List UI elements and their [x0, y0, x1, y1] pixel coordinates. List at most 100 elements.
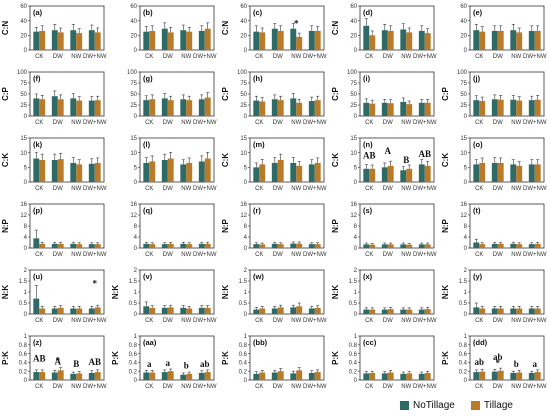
- panel-g-tag: (g): [143, 74, 153, 83]
- panel-n-ytick-label: 5: [354, 166, 358, 172]
- panel-h-ytick-label: 25: [240, 103, 247, 109]
- panel-bb-xtick-label: NW: [291, 384, 301, 390]
- panel-n-xtick-label: DW: [383, 186, 393, 192]
- panel-h-bar-tillage-2: [296, 102, 303, 116]
- panel-d-bar-tillage-1: [387, 30, 394, 50]
- legend-swatch-tillage: [470, 401, 480, 410]
- panel-cc-xtick-label: NW: [401, 384, 411, 390]
- panel-bb-bar-notillage-2: [290, 373, 297, 380]
- panel-d-ytick-label: 40: [350, 19, 357, 25]
- panel-h-ytick-label: 75: [240, 81, 247, 87]
- panel-aa-annotation: b: [184, 361, 189, 371]
- panel-w-xtick-label: CK: [255, 318, 263, 324]
- panel-d-xtick-label: CK: [365, 54, 373, 60]
- panel-aa-bar-tillage-3: [204, 372, 211, 380]
- panel-c-bar-tillage-0: [259, 32, 266, 50]
- panel-s-bar-tillage-3: [424, 244, 431, 248]
- panel-u-xtick-label: NW: [71, 318, 81, 324]
- panel-t-xtick-label: NW: [511, 252, 521, 258]
- panel-a-bar-tillage-1: [57, 32, 64, 50]
- panel-i-ytick-label: 50: [350, 92, 357, 98]
- panel-y-bar-notillage-1: [491, 308, 498, 314]
- panel-aa-bar-notillage-2: [180, 374, 187, 380]
- panel-k-ytick-label: 5: [24, 166, 28, 172]
- panel-r-bar-tillage-2: [296, 243, 303, 248]
- panel-a-bar-notillage-3: [88, 30, 95, 50]
- panel-s-xtick-label: NW: [401, 252, 411, 258]
- panel-x-ytick-label: 1: [354, 290, 358, 296]
- panel-m-ytick-label: 10: [240, 151, 247, 157]
- panel-cc-xtick-label: DW+NW: [413, 384, 437, 390]
- panel-bb-xtick-label: CK: [255, 384, 263, 390]
- panel-v-xtick-label: DW: [163, 318, 173, 324]
- panel-b-bar-notillage-0: [143, 31, 150, 50]
- panel-aa-tag: (aa): [143, 338, 157, 347]
- panel-b-xtick-label: DW+NW: [193, 54, 217, 60]
- panel-q-bar-tillage-2: [186, 244, 193, 248]
- panel-u-annotation: *: [93, 279, 98, 289]
- panel-n-tag: (n): [363, 140, 373, 149]
- panel-a-ylabel: C:N: [1, 21, 10, 35]
- panel-t-bar-tillage-3: [534, 243, 541, 248]
- panel-b-ytick-label: 0: [134, 48, 138, 54]
- panel-a-bar-notillage-0: [33, 31, 40, 50]
- panel-x-bar-tillage-1: [387, 309, 394, 314]
- panel-p-ytick-label: 4: [24, 235, 28, 241]
- panel-v-tag: (v): [143, 272, 153, 281]
- panel-r-xtick-label: CK: [255, 252, 263, 258]
- panel-t-ytick-label: 8: [464, 224, 468, 230]
- panel-v-ytick-label: 0.5: [129, 301, 138, 307]
- panel-m-bar-notillage-3: [308, 164, 315, 182]
- panel-dd-xtick-label: CK: [475, 384, 483, 390]
- panel-z-bar-tillage-2: [76, 373, 83, 380]
- panel-z-annotation: AB: [33, 354, 46, 364]
- panel-z-ytick-label: 0: [24, 378, 28, 384]
- panel-i-bar-tillage-0: [369, 103, 376, 116]
- panel-j-ytick-label: 100: [457, 70, 468, 76]
- panel-cc-ytick-label: 1: [354, 334, 358, 340]
- panel-dd-bar-tillage-1: [497, 370, 504, 380]
- panel-dd-xtick-label: DW: [493, 384, 503, 390]
- panel-d-bar-notillage-3: [418, 30, 425, 50]
- panel-x-xtick-label: DW+NW: [413, 318, 437, 324]
- panel-t-ylabel: N:P: [441, 218, 450, 232]
- panel-aa-xtick-label: CK: [145, 384, 153, 390]
- panel-k-xtick-label: CK: [35, 186, 43, 192]
- panel-l-tag: (l): [143, 140, 151, 149]
- panel-s-bar-notillage-3: [418, 244, 425, 248]
- panel-aa-bar-notillage-3: [198, 372, 205, 380]
- panel-d-bar-notillage-1: [381, 30, 388, 50]
- panel-aa-xtick-label: NW: [181, 384, 191, 390]
- panel-f-xtick-label: CK: [35, 120, 43, 126]
- panel-j-bar-tillage-2: [516, 100, 523, 116]
- panel-u-bar-tillage-3: [94, 307, 101, 314]
- panel-r-ylabel: N:P: [221, 218, 230, 232]
- panel-x-bar-notillage-3: [418, 309, 425, 314]
- panel-w-bar-tillage-1: [277, 307, 284, 314]
- panel-aa-ytick-label: 0.6: [129, 352, 138, 358]
- panel-c-xtick-label: NW: [291, 54, 301, 60]
- panel-w-xtick-label: NW: [291, 318, 301, 324]
- panel-bb-xtick-label: DW: [273, 384, 283, 390]
- panel-a-xtick-label: DW+NW: [83, 54, 107, 60]
- panel-bb-bar-tillage-1: [277, 371, 284, 380]
- panel-p-bar-tillage-3: [94, 244, 101, 248]
- panel-bb-bar-tillage-2: [296, 370, 303, 380]
- panel-t-tag: (t): [473, 206, 481, 215]
- panel-i-ytick-label: 0: [354, 114, 358, 120]
- panel-r-ytick-label: 12: [240, 213, 247, 219]
- panel-bb-bar-notillage-0: [253, 373, 260, 380]
- panel-q-ytick-label: 0: [134, 246, 138, 252]
- panel-v-bar-tillage-1: [167, 307, 174, 314]
- panel-s-xtick-label: DW: [383, 252, 393, 258]
- panel-t-bar-notillage-3: [528, 244, 535, 248]
- panel-z-xtick-label: CK: [35, 384, 43, 390]
- panel-v-ytick-label: 0: [134, 312, 138, 318]
- panel-y-bar-tillage-2: [516, 308, 523, 314]
- panel-bb-ytick-label: 0: [244, 378, 248, 384]
- panel-s-bar-tillage-0: [369, 244, 376, 248]
- panel-u-bar-tillage-2: [76, 308, 83, 314]
- panel-c-annotation: *: [294, 19, 299, 29]
- panel-r-ytick-label: 8: [244, 224, 248, 230]
- panel-e-xtick-label: DW: [493, 54, 503, 60]
